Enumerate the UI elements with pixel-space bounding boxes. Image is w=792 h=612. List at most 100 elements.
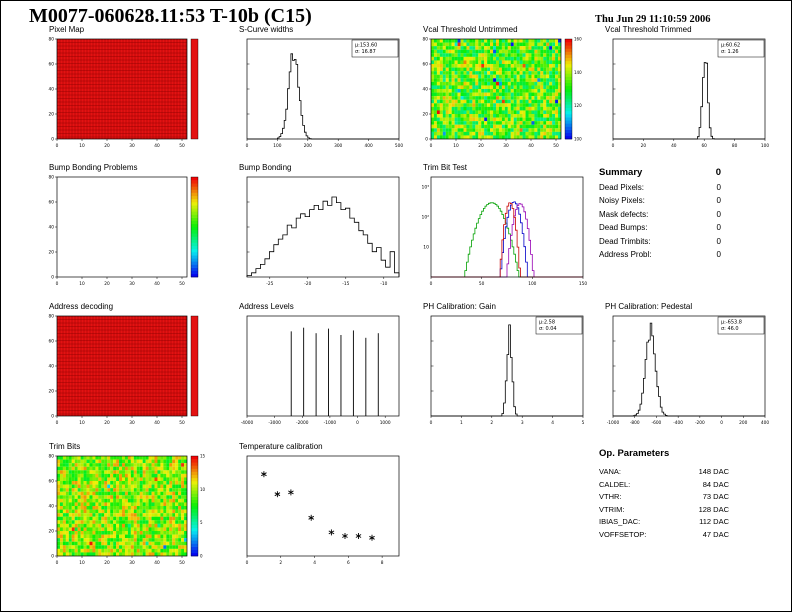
op-row-label: VOFFSETOP: [599, 529, 647, 539]
panel-bump-bonding: Bump Bonding -25 -20 -15 -10 [231, 163, 411, 291]
svg-text:-200: -200 [695, 420, 705, 426]
svg-text:40: 40 [49, 364, 55, 370]
svg-text:200: 200 [739, 420, 747, 426]
vcal-trimmed-plot: 0 20 40 60 80 100 μ:60.62σ: 1.26 [612, 38, 769, 149]
svg-text:10²: 10² [421, 215, 429, 221]
svg-text:15: 15 [200, 454, 206, 459]
svg-text:20: 20 [49, 389, 55, 395]
svg-text:40: 40 [154, 143, 160, 149]
svg-text:0: 0 [56, 420, 59, 426]
summary-row-label: Dead Bumps: [599, 223, 648, 232]
op-row-vtrim: VTRIM: 128 DAC [599, 505, 729, 514]
svg-text:50: 50 [179, 560, 185, 566]
pixel-map-plot: 0 10 20 30 40 50 0 20 40 60 80 [49, 37, 199, 149]
svg-text:30: 30 [129, 281, 135, 287]
summary-row-value: 0 [716, 182, 721, 192]
op-row-ibias-dac: IBIAS_DAC: 112 DAC [599, 517, 729, 526]
svg-text:50: 50 [179, 281, 185, 287]
summary-row-dead-pixels: Dead Pixels: 0 [599, 183, 721, 192]
op-row-value: 112 DAC [699, 517, 729, 526]
svg-text:μ:2.58: μ:2.58 [539, 320, 555, 326]
svg-text:120: 120 [574, 103, 582, 108]
summary-row-address-probl: Address Probl: 0 [599, 250, 721, 259]
panel-title-ph-gain: PH Calibration: Gain [423, 302, 496, 311]
svg-text:-15: -15 [342, 281, 349, 287]
svg-text:200: 200 [304, 143, 312, 149]
ph-pedestal-plot: -1000 -800 -600 -400 -200 0 200 400 μ:-653.8σ: 4… [607, 315, 769, 426]
svg-text:0: 0 [356, 420, 359, 426]
svg-text:10: 10 [200, 487, 206, 492]
svg-text:μ:-653.8: μ:-653.8 [721, 320, 742, 326]
panel-title-pixel-map: Pixel Map [49, 25, 85, 34]
panel-vcal-untrimmed: Vcal Threshold Untrimmed 100 120 140 160 0 10… [415, 25, 595, 153]
svg-text:6: 6 [347, 560, 350, 566]
ph-gain-plot: 0 1 2 3 4 5 μ:2.58σ: 0.04 [430, 315, 585, 426]
svg-text:10: 10 [79, 560, 85, 566]
svg-text:60: 60 [423, 62, 429, 68]
svg-text:-4000: -4000 [241, 420, 254, 426]
svg-text:40: 40 [154, 560, 160, 566]
op-row-label: CALDEL: [599, 479, 631, 489]
summary-total: 0 [715, 167, 721, 178]
summary-row-value: 0 [716, 209, 721, 219]
svg-text:0: 0 [200, 554, 203, 559]
panel-address-levels: Address Levels -4000 -3000 -2000 -1000 0 1000 [231, 302, 411, 430]
svg-text:40: 40 [49, 504, 55, 510]
op-row-value: 128 DAC [698, 504, 729, 514]
op-row-label: VANA: [599, 467, 621, 476]
panel-vcal-trimmed: Vcal Threshold Trimmed 0 20 40 60 80 100 μ:60.… [597, 25, 777, 153]
svg-text:40: 40 [528, 143, 534, 149]
svg-text:4: 4 [551, 420, 554, 426]
svg-text:0: 0 [51, 275, 54, 281]
summary-row-dead-bumps: Dead Bumps: 0 [599, 223, 721, 232]
svg-text:80: 80 [49, 37, 55, 43]
svg-text:-1000: -1000 [324, 420, 337, 426]
svg-text:5: 5 [582, 420, 585, 426]
address-decoding-plot: 0 10 20 30 40 50 0 20 40 60 80 [49, 314, 199, 426]
svg-text:60: 60 [49, 62, 55, 68]
svg-text:0: 0 [430, 143, 433, 149]
svg-text:10: 10 [423, 245, 429, 251]
op-row-value: 73 DAC [702, 492, 729, 501]
svg-text:0: 0 [430, 420, 433, 426]
panel-ph-pedestal: PH Calibration: Pedestal -1000 -800 -600 -4… [597, 302, 777, 430]
svg-text:40: 40 [49, 225, 55, 231]
svg-text:1000: 1000 [380, 420, 391, 426]
svg-text:160: 160 [574, 37, 582, 42]
vcal-untrimmed-plot: 100 120 140 160 0 10 20 30 40 50 0 20 40 60 80 [423, 37, 583, 150]
svg-text:50: 50 [179, 420, 185, 426]
svg-text:140: 140 [574, 70, 582, 75]
svg-text:8: 8 [381, 560, 384, 566]
svg-text:20: 20 [104, 420, 110, 426]
svg-text:60: 60 [49, 200, 55, 206]
svg-text:-25: -25 [266, 281, 273, 287]
panel-address-decoding: Address decoding 0 10 20 30 40 50 0 20 40 60 80 [41, 302, 221, 430]
summary-row-value: 0 [716, 250, 721, 259]
svg-text:0: 0 [56, 281, 59, 287]
svg-text:60: 60 [49, 339, 55, 345]
svg-text:10: 10 [79, 420, 85, 426]
svg-text:σ: 1.26: σ: 1.26 [721, 49, 739, 55]
svg-text:40: 40 [671, 143, 677, 149]
svg-text:80: 80 [423, 37, 429, 43]
svg-text:100: 100 [761, 143, 769, 149]
svg-text:1: 1 [460, 420, 463, 426]
panel-title-bump-problems: Bump Bonding Problems [49, 163, 138, 172]
panel-title-bump-bonding: Bump Bonding [239, 163, 292, 172]
op-row-value: 47 DAC [702, 529, 729, 539]
op-row-caldel: CALDEL: 84 DAC [599, 480, 729, 489]
op-parameters-header: Op. Parameters [599, 448, 729, 459]
svg-text:20: 20 [49, 529, 55, 535]
svg-text:-3000: -3000 [268, 420, 281, 426]
svg-text:0: 0 [51, 414, 54, 420]
svg-text:100: 100 [574, 137, 582, 142]
svg-text:μ:60.62: μ:60.62 [721, 43, 740, 49]
svg-text:-1000: -1000 [607, 420, 620, 426]
svg-text:300: 300 [334, 143, 342, 149]
panel-title-trimbit-test: Trim Bit Test [423, 163, 468, 172]
op-row-value: 148 DAC [698, 467, 729, 476]
svg-text:20: 20 [478, 143, 484, 149]
svg-text:-600: -600 [652, 420, 662, 426]
op-row-label: IBIAS_DAC: [599, 517, 641, 526]
